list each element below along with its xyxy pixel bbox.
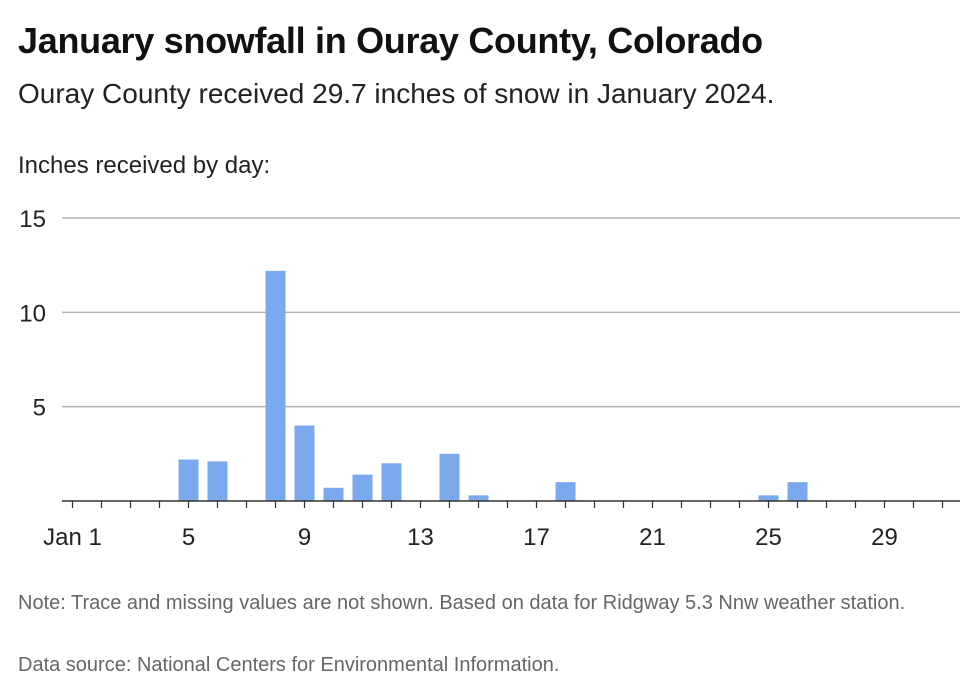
x-axis-ticks: Jan 1 5 9 13 17 21 25 29 (43, 524, 898, 551)
chart-note: Note: Trace and missing values are not s… (18, 592, 906, 614)
bar-day-12 (381, 463, 402, 501)
bar-day-6 (207, 461, 228, 501)
x-tick-label-17: 17 (523, 524, 550, 551)
x-tick-label-5: 5 (182, 524, 195, 551)
x-tick-label-29: 29 (871, 524, 898, 551)
x-tick-label-9: 9 (298, 524, 311, 551)
x-tick-label-13: 13 (407, 524, 434, 551)
bar-day-11 (352, 474, 373, 501)
y-tick-label-5: 5 (33, 395, 46, 422)
chart-title: January snowfall in Ouray County, Colora… (18, 20, 763, 61)
bar-day-5 (178, 459, 199, 501)
data-source: Data source: National Centers for Enviro… (18, 654, 560, 676)
bar-day-8 (265, 270, 286, 501)
bar-day-9 (294, 425, 315, 501)
bar-day-26 (787, 482, 808, 501)
x-axis (62, 500, 960, 508)
x-tick-label-25: 25 (755, 524, 782, 551)
y-axis-label: Inches received by day: (18, 152, 271, 179)
y-tick-label-15: 15 (19, 206, 46, 233)
bar-chart: 5 10 15 Jan 1 5 9 13 17 21 25 29 (19, 206, 960, 551)
y-axis-ticks: 5 10 15 (19, 206, 46, 422)
x-tick-label-1: Jan 1 (43, 524, 102, 551)
bar-day-14 (439, 453, 460, 501)
bar-day-18 (555, 482, 576, 501)
bar-day-15 (468, 495, 489, 501)
bar-day-25 (758, 495, 779, 501)
x-tick-label-21: 21 (639, 524, 666, 551)
bar-day-10 (323, 487, 344, 501)
y-tick-label-10: 10 (19, 300, 46, 327)
chart-subtitle: Ouray County received 29.7 inches of sno… (18, 78, 775, 109)
bars (178, 270, 808, 501)
gridlines (62, 217, 960, 408)
